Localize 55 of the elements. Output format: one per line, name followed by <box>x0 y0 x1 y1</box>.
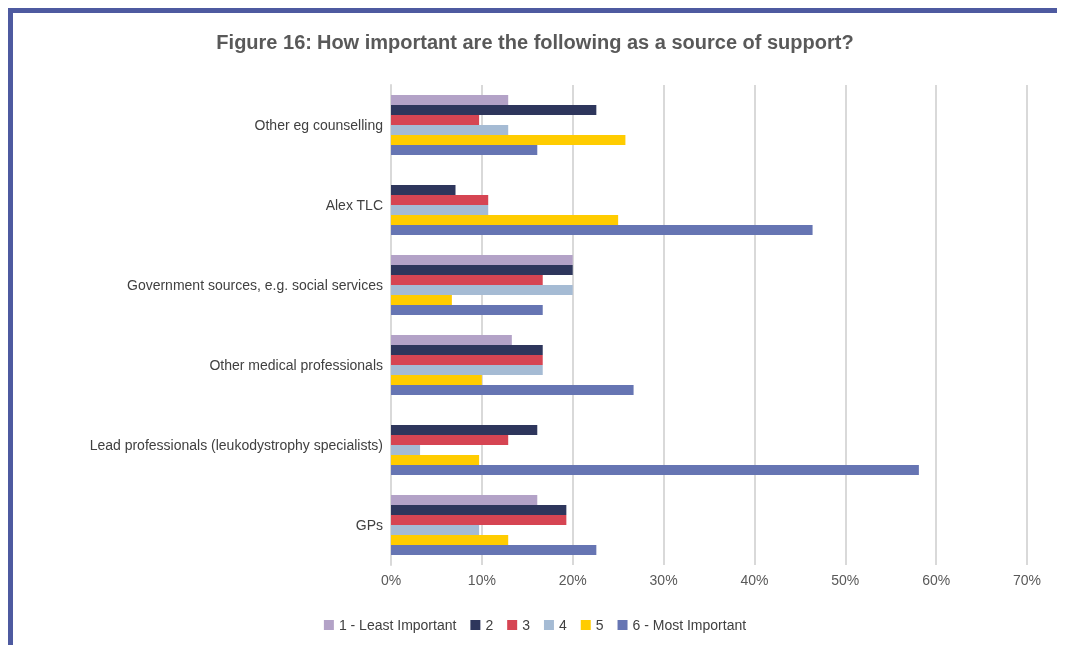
bar <box>391 535 509 545</box>
x-tick-label: 50% <box>831 572 860 588</box>
chart-title: Figure 16: How important are the following as a source of support? <box>216 31 854 53</box>
bar <box>391 305 543 315</box>
legend-label: 1 - Least Important <box>338 617 457 633</box>
bar <box>391 445 421 455</box>
y-tick-label: GPs <box>355 517 383 533</box>
bar <box>391 355 543 365</box>
bar <box>391 465 919 475</box>
bar <box>391 335 512 345</box>
bar <box>391 365 543 375</box>
y-tick-label: Alex TLC <box>325 197 383 213</box>
bar <box>391 105 597 115</box>
x-tick-label: 10% <box>467 572 496 588</box>
bar <box>391 515 567 525</box>
y-tick-label: Other eg counselling <box>254 117 383 133</box>
legend-label: 5 <box>595 617 604 633</box>
bar <box>391 115 480 125</box>
legend-label: 6 - Most Important <box>632 617 747 633</box>
bar <box>391 285 573 295</box>
bar <box>391 295 452 305</box>
bar <box>391 185 456 195</box>
bar <box>391 265 573 275</box>
legend-label: 2 <box>485 617 494 633</box>
bar <box>391 385 634 395</box>
bar <box>391 195 489 205</box>
bar <box>391 505 567 515</box>
x-tick-label: 30% <box>649 572 678 588</box>
x-tick-label: 20% <box>558 572 587 588</box>
bar <box>391 375 482 385</box>
y-tick-label: Other medical professionals <box>209 357 383 373</box>
bar <box>391 345 543 355</box>
bar <box>391 145 538 155</box>
bar <box>391 205 489 215</box>
bar <box>391 525 480 535</box>
bar <box>391 455 480 465</box>
bar <box>391 435 509 445</box>
bar <box>391 495 538 505</box>
bar <box>391 125 509 135</box>
x-tick-label: 40% <box>740 572 769 588</box>
bar <box>391 225 813 235</box>
x-tick-label: 0% <box>380 572 402 588</box>
y-tick-label: Government sources, e.g. social services <box>127 277 383 293</box>
bar <box>391 215 619 225</box>
bar <box>391 275 543 285</box>
bar <box>391 95 509 105</box>
y-tick-label: Lead professionals (leukodystrophy specialists) <box>89 437 383 453</box>
x-tick-label: 60% <box>922 572 951 588</box>
bar <box>391 425 538 435</box>
bar <box>391 135 626 145</box>
bar <box>391 255 573 265</box>
legend-label: 4 <box>558 617 567 633</box>
bar <box>391 545 597 555</box>
x-tick-label: 70% <box>1012 572 1042 588</box>
legend-label: 3 <box>522 617 531 633</box>
